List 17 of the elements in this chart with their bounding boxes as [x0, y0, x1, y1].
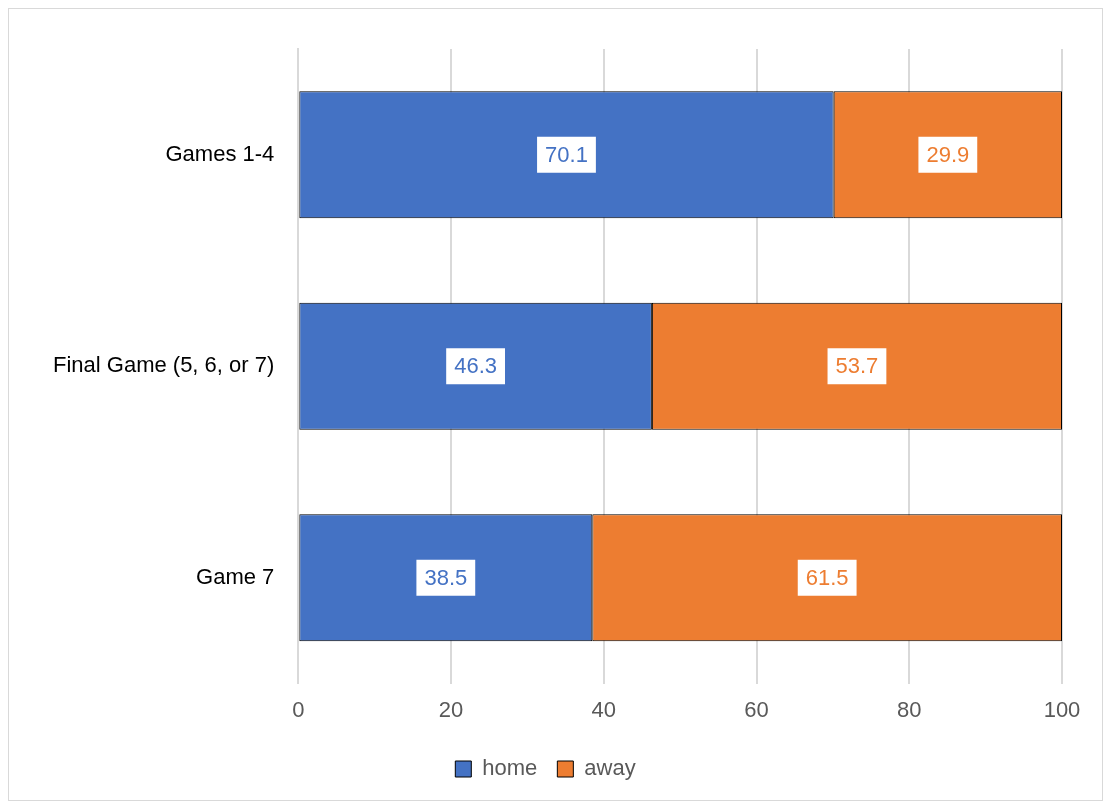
x-tick-label: 100 [1043, 696, 1081, 722]
y-tick-label: Final Game (5, 6, or 7) [52, 352, 275, 378]
data-label: 38.5 [424, 564, 468, 590]
x-tick-label: 20 [438, 696, 464, 722]
y-tick-label: Games 1-4 [165, 140, 275, 166]
x-tick-label: 0 [292, 696, 305, 722]
data-label: 29.9 [926, 141, 970, 167]
data-label: 53.7 [835, 353, 879, 379]
data-label: 61.5 [805, 564, 849, 590]
x-tick-label: 60 [744, 696, 769, 722]
y-tick-label: Game 7 [196, 563, 275, 589]
legend-label: away [584, 755, 636, 781]
x-tick-label: 40 [591, 696, 617, 722]
x-tick-label: 80 [897, 696, 922, 722]
legend-label: home [482, 755, 538, 781]
data-label: 70.1 [545, 141, 588, 167]
data-label: 46.3 [454, 353, 498, 379]
